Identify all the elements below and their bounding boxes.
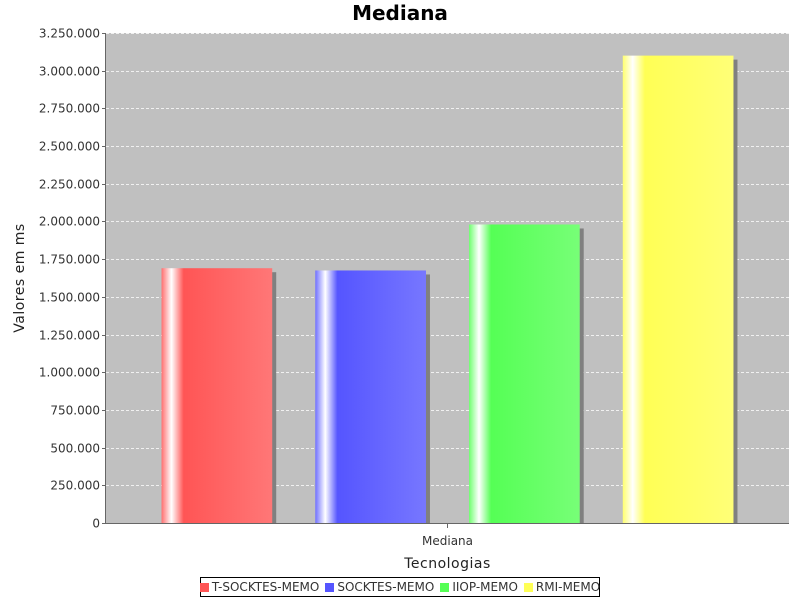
- legend-label: IIOP-MEMO: [452, 580, 518, 594]
- x-tick-label: Mediana: [422, 534, 473, 548]
- legend-item: RMI-MEMO: [523, 580, 601, 594]
- y-tick-label: 2.250.000: [39, 178, 100, 192]
- legend: T-SOCKTES-MEMO SOCKTES-MEMO IIOP-MEMO RMI-M…: [199, 577, 601, 597]
- legend-label: RMI-MEMO: [535, 580, 601, 594]
- y-tick-label: 1.250.000: [39, 329, 100, 343]
- y-tick-label: 0: [92, 517, 100, 531]
- legend-item: SOCKTES-MEMO: [325, 580, 434, 594]
- gridlines: [106, 33, 789, 486]
- y-tick-label: 1.000.000: [39, 366, 100, 380]
- bars: [161, 55, 738, 523]
- y-tick-label: 1.500.000: [39, 291, 100, 305]
- chart-title: Mediana: [352, 1, 448, 25]
- bar-socktes-memo: [315, 270, 426, 523]
- bar-rmi-memo: [622, 55, 734, 523]
- y-tick-label: 2.500.000: [39, 140, 100, 154]
- legend-item: T-SOCKTES-MEMO: [199, 580, 320, 594]
- bar-t-socktes-memo: [161, 268, 273, 523]
- legend-swatch: [199, 582, 209, 592]
- y-tick-label: 3.250.000: [39, 27, 100, 41]
- y-tick-label: 750.000: [50, 404, 100, 418]
- legend-swatch: [440, 582, 450, 592]
- y-axis: 0 250.000 500.000 750.000 1.000.000 1.250.000…: [39, 27, 106, 531]
- y-tick-label: 500.000: [50, 442, 100, 456]
- y-tick-label: 250.000: [50, 479, 100, 493]
- legend-swatch: [325, 582, 335, 592]
- x-axis-label: Tecnologias: [403, 556, 491, 572]
- bar-iiop-memo: [469, 224, 580, 523]
- legend-label: SOCKTES-MEMO: [337, 580, 435, 594]
- legend-label: T-SOCKTES-MEMO: [211, 580, 320, 594]
- y-tick-label: 2.750.000: [39, 102, 100, 116]
- y-tick-label: 3.000.000: [39, 65, 100, 79]
- y-tick-label: 2.000.000: [39, 215, 100, 229]
- legend-swatch: [523, 582, 533, 592]
- y-axis-label: Valores em ms: [12, 223, 28, 332]
- y-tick-label: 1.750.000: [39, 253, 100, 267]
- legend-item: IIOP-MEMO: [440, 580, 518, 594]
